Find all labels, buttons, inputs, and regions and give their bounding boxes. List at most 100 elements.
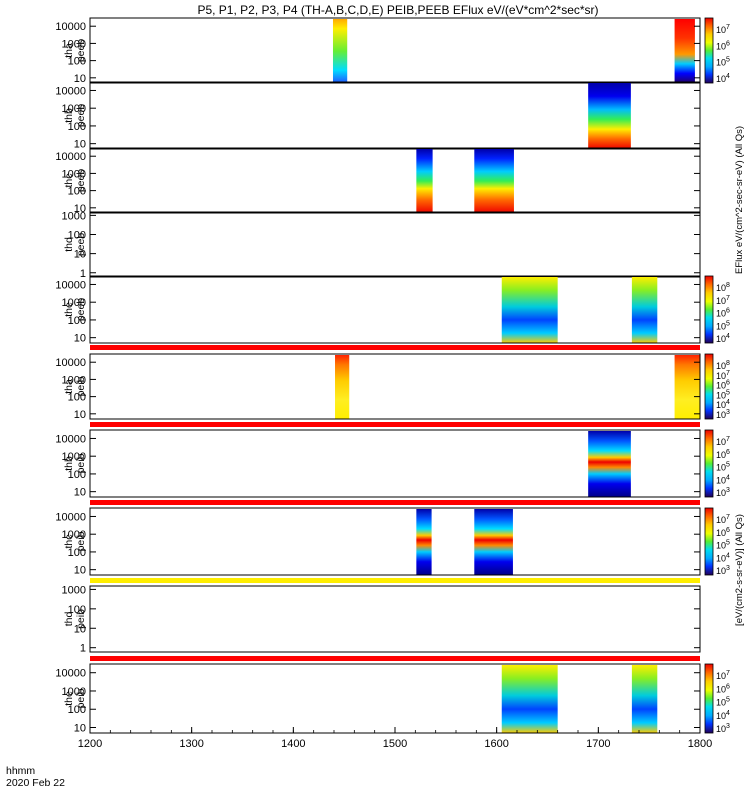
panel-type-label: peeb — [75, 298, 87, 322]
panel-thd-peib: 1000 100 10 1 thd peib — [62, 584, 701, 655]
colorbar-strip — [704, 429, 714, 498]
y-tick-label: 100 — [68, 604, 86, 616]
colorbar-the-peib: 107 106 105 104 103 — [704, 663, 730, 734]
panel-frame — [89, 147, 701, 214]
colorbar-strip — [704, 663, 714, 734]
y-tick-label: 100 — [68, 315, 86, 327]
x-tick-label: 1400 — [281, 738, 305, 750]
colorbar-tick-label: 104 — [716, 710, 730, 721]
panel-type-label: peeb — [75, 169, 87, 193]
panel-thd-peeb: 1000 100 10 1 thd peeb — [62, 210, 701, 280]
panel-type-label: peeb — [75, 233, 87, 257]
panel-frame — [89, 507, 701, 576]
y-tick-label: 100 — [68, 56, 86, 68]
colorbar-tick-label: 107 — [716, 295, 730, 306]
colorbar-strip — [704, 507, 714, 576]
colorbar-tick-label: 108 — [716, 282, 730, 293]
colorbar-tick-label: 105 — [716, 540, 730, 551]
spectrogram-block-2 — [631, 277, 658, 343]
colorbar-tha-peeb: 107 106 105 104 — [704, 17, 730, 84]
y-tick-label: 10 — [74, 565, 86, 577]
y-tick-label: 1000 — [62, 584, 86, 596]
y-tick-label: 1000 — [62, 103, 86, 115]
y-tick-label: 10000 — [55, 357, 86, 369]
y-tick-label: 100 — [68, 704, 86, 716]
spectrogram-block-1 — [335, 355, 350, 419]
colorbar-strip — [704, 275, 714, 344]
y-tick-label: 100 — [68, 469, 86, 481]
panel-thb-peeb: 10000 1000 100 10 thb peeb — [55, 81, 701, 151]
y-tick-label: 100 — [68, 547, 86, 559]
panel-the-peib: 10000 1000 100 10 the peib — [55, 663, 701, 735]
y-tick-label: 1 — [80, 268, 86, 280]
colorbar-tick-label: 104 — [716, 73, 730, 84]
spectrogram-block-2 — [674, 19, 695, 83]
colorbar-label-ion: [eV/(cm2-s-sr-eV)] (All Qs) — [734, 514, 745, 626]
colorbar-tick-label: 105 — [716, 697, 730, 708]
x-axis: 1200 1300 1400 1500 1600 1700 1800 — [78, 727, 712, 750]
y-tick-label: 100 — [68, 392, 86, 404]
date-label: 2020 Feb 22 — [6, 777, 65, 789]
colorbar-tick-label: 106 — [716, 40, 730, 51]
y-tick-label: 10000 — [55, 151, 86, 163]
colorbar-tick-label: 104 — [716, 333, 730, 344]
y-tick-label: 10000 — [55, 21, 86, 33]
panel-probe-label: thc — [63, 534, 75, 548]
colorbar-tick-label: 106 — [716, 449, 730, 460]
panel-frame — [89, 17, 701, 84]
panel-probe-label: the — [63, 691, 75, 706]
panel-type-label: peib — [75, 609, 87, 629]
y-tick-label: 10 — [74, 73, 86, 85]
panel-probe-label: thb — [63, 456, 75, 471]
spectrogram-block-1 — [332, 19, 348, 83]
colorbar-tick-label: 107 — [716, 24, 730, 35]
colorbar-strip — [704, 17, 714, 84]
y-tick-label: 10 — [74, 409, 86, 421]
spectrogram-block-1 — [416, 509, 432, 575]
panel-probe-label: thc — [63, 173, 75, 187]
panel-type-label: peib — [75, 688, 87, 708]
y-tick-label: 100 — [68, 229, 86, 241]
x-tick-label: 1500 — [383, 738, 407, 750]
spectrogram-block-2 — [474, 509, 513, 575]
mode-indicator-bar — [90, 422, 700, 427]
y-tick-label: 10000 — [55, 668, 86, 680]
panel-thb-peib: 10000 1000 100 10 thb peib — [55, 429, 701, 499]
y-tick-label: 10 — [74, 139, 86, 151]
spectrogram-block-2 — [631, 665, 658, 733]
colorbar-tick-label: 107 — [716, 370, 730, 381]
spectrogram-block-1 — [588, 431, 631, 497]
panel-frame — [89, 81, 701, 150]
y-tick-label: 1000 — [62, 529, 86, 541]
y-tick-label: 10000 — [55, 279, 86, 291]
panel-frame — [89, 429, 701, 498]
panel-tha-peeb: 10000 1000 100 10 tha peeb — [55, 17, 701, 85]
panel-type-label: peeb — [75, 39, 87, 63]
y-tick-label: 10 — [74, 487, 86, 499]
panel-frame — [89, 663, 701, 734]
y-tick-label: 10 — [74, 623, 86, 635]
mode-indicator-bar — [90, 656, 700, 661]
colorbar-strip — [704, 353, 714, 420]
panel-frame — [89, 275, 701, 344]
colorbar-tick-label: 105 — [716, 320, 730, 331]
spectrogram-block-2 — [674, 355, 700, 419]
panel-type-label: peib — [75, 376, 87, 396]
spectrogram-block-1 — [588, 83, 631, 149]
spectrogram-block-2 — [474, 149, 514, 213]
mode-indicator-bar — [90, 500, 700, 505]
colorbar-tick-label: 108 — [716, 360, 730, 371]
colorbar-tick-label: 104 — [716, 399, 730, 410]
colorbar-tick-label: 105 — [716, 462, 730, 473]
panel-thc-peeb: 10000 1000 100 10 thc peeb — [55, 147, 701, 215]
colorbar-tick-label: 104 — [716, 552, 730, 563]
y-tick-label: 1000 — [62, 297, 86, 309]
x-tick-label: 1800 — [688, 738, 712, 750]
colorbar-tick-label: 103 — [716, 565, 730, 576]
x-tick-label: 1700 — [586, 738, 610, 750]
y-tick-label: 1000 — [62, 168, 86, 180]
